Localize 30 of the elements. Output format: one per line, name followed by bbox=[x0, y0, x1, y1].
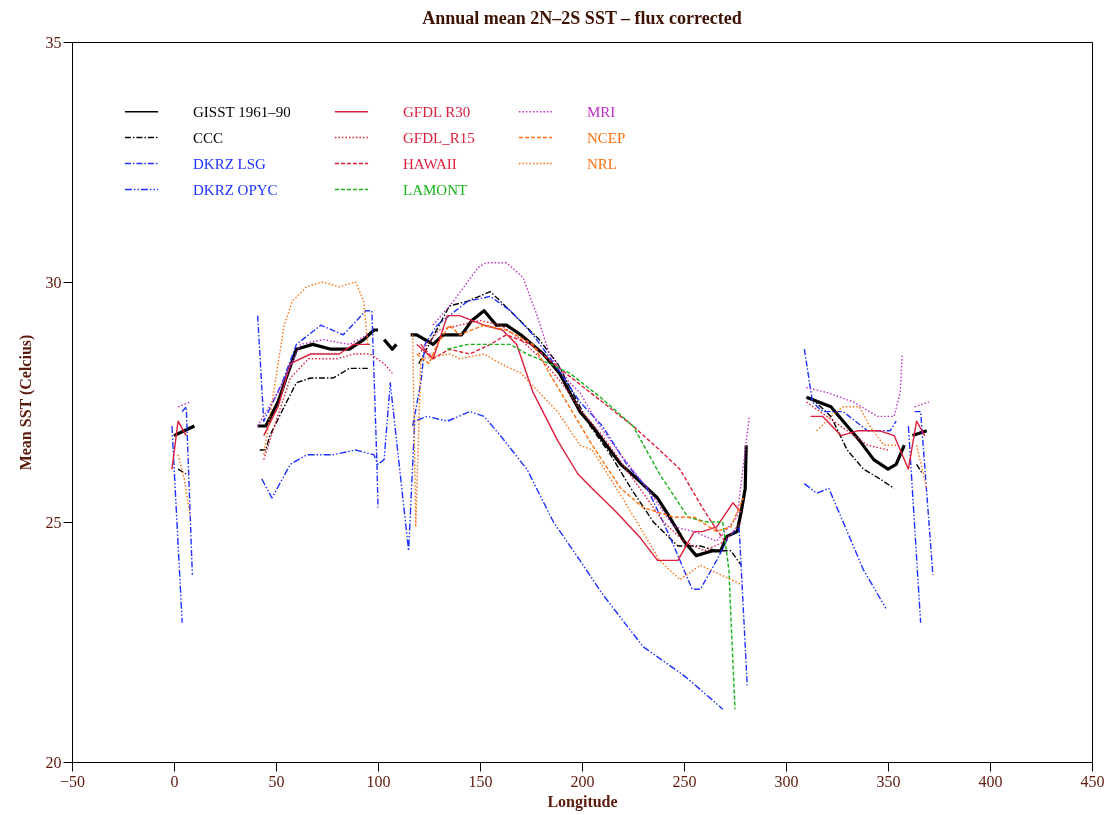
legend-label: GISST 1961–90 bbox=[193, 103, 291, 120]
line-series bbox=[446, 343, 736, 710]
x-tick-label: −50 bbox=[59, 772, 86, 790]
x-tick-label: 450 bbox=[1080, 772, 1105, 790]
legend-label: GFDL_R15 bbox=[403, 129, 475, 146]
x-tick-label: 400 bbox=[978, 772, 1003, 790]
x-tick-label: 0 bbox=[170, 772, 179, 790]
y-tick-label: 35 bbox=[45, 33, 62, 51]
legend-label: HAWAII bbox=[403, 155, 457, 172]
x-tick-label: 350 bbox=[876, 772, 901, 790]
legend-label: MRI bbox=[587, 103, 616, 120]
x-tick-label: 300 bbox=[774, 772, 799, 790]
legend-label: GFDL R30 bbox=[403, 103, 471, 120]
legend-label: LAMONT bbox=[403, 181, 468, 198]
y-axis-title: Mean SST (Celcius) bbox=[16, 334, 35, 471]
legend-label: NRL bbox=[587, 155, 617, 172]
chart-title: Annual mean 2N–2S SST – flux corrected bbox=[422, 8, 742, 28]
x-tick-label: 150 bbox=[468, 772, 493, 790]
y-tick-label: 20 bbox=[45, 753, 62, 771]
legend-label: DKRZ OPYC bbox=[193, 181, 278, 198]
x-tick-label: 50 bbox=[268, 772, 285, 790]
x-tick-label: 250 bbox=[672, 772, 697, 790]
legend-label: DKRZ LSG bbox=[193, 155, 267, 172]
x-tick-label: 200 bbox=[570, 772, 595, 790]
legend-label: NCEP bbox=[587, 129, 626, 146]
y-tick-label: 25 bbox=[45, 513, 62, 531]
legend-label: CCC bbox=[193, 129, 224, 146]
x-tick-label: 100 bbox=[366, 772, 391, 790]
x-axis-title: Longitude bbox=[547, 792, 618, 811]
y-tick-label: 30 bbox=[45, 273, 62, 291]
